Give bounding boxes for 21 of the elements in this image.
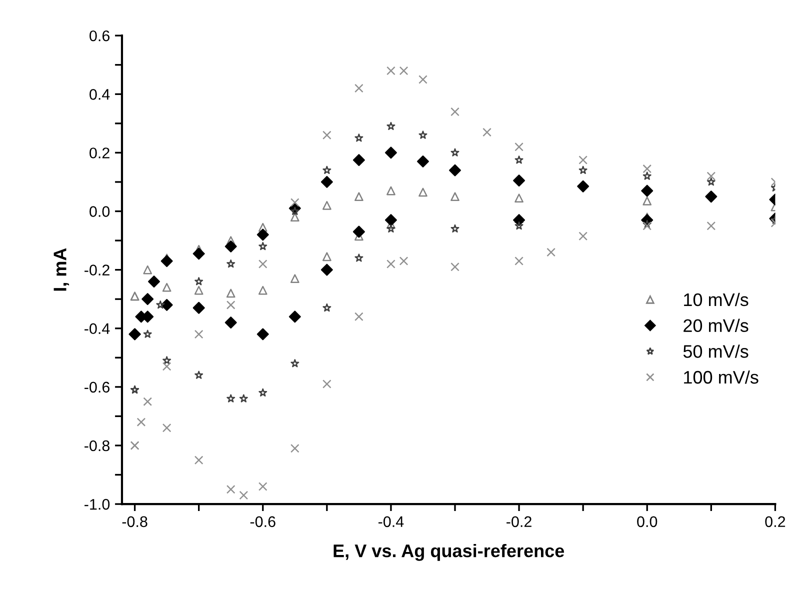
- y-axis-title: I, mA: [54, 248, 70, 291]
- y-tick-label: 0.2: [90, 148, 110, 158]
- y-tick-label: -0.8: [84, 440, 110, 452]
- legend-label: 100 mV/s: [684, 370, 758, 384]
- y-tick-label: -1.0: [84, 498, 110, 510]
- y-tick-label: -0.2: [84, 264, 110, 276]
- x-tick-label: 0.0: [637, 516, 658, 528]
- x-tick-label: -0.6: [250, 516, 276, 528]
- legend-label: 20 mV/s: [684, 318, 748, 332]
- x-tick-label: -0.2: [506, 516, 532, 528]
- y-tick-label: -0.6: [84, 382, 110, 393]
- x-tick-label: -0.4: [378, 516, 404, 528]
- x-tick-label: -0.8: [122, 516, 148, 528]
- y-tick-label: 0.6: [90, 30, 110, 42]
- x-tick-label: 0.2: [765, 516, 786, 528]
- y-tick-label: 0.4: [90, 89, 110, 100]
- y-tick-label: -0.4: [84, 323, 110, 334]
- legend-label: 10 mV/s: [684, 292, 748, 306]
- y-tick-label: 0.0: [90, 206, 110, 217]
- legend-label: 50 mV/s: [683, 344, 748, 358]
- x-axis-title: E, V vs. Ag quasi-reference: [334, 544, 564, 561]
